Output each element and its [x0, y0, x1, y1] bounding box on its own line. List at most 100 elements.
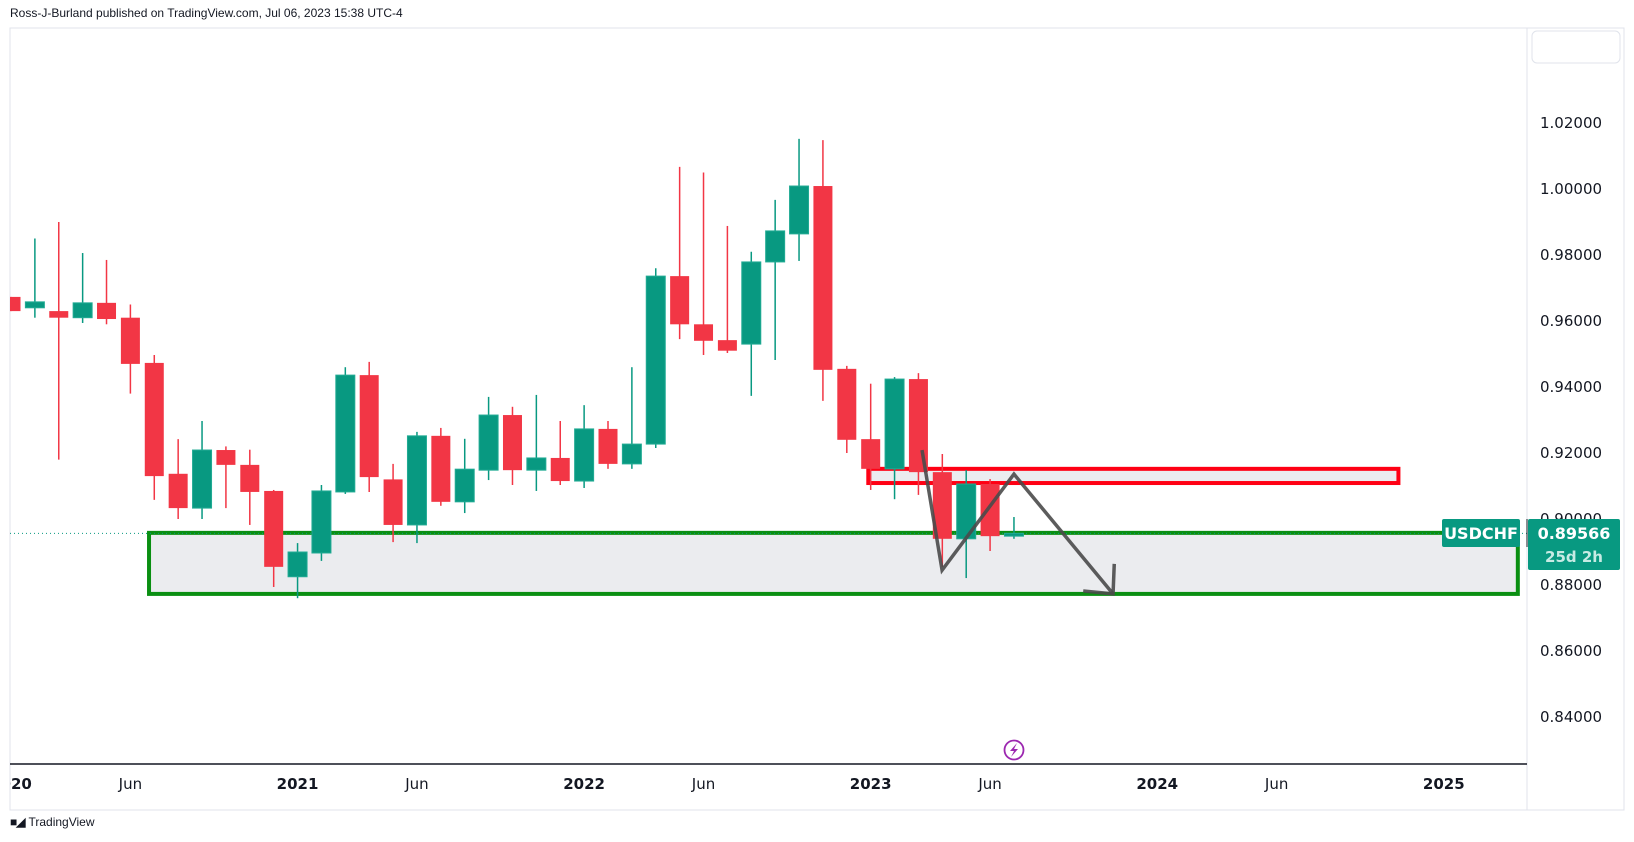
- candle[interactable]: [621, 367, 642, 469]
- resistance-zone-box[interactable]: [866, 466, 1401, 486]
- candle-body: [72, 302, 93, 319]
- time-tick-label: Jun: [691, 775, 715, 793]
- projection-path-line[interactable]: [920, 449, 1115, 596]
- candle[interactable]: [1003, 517, 1024, 539]
- candle-body: [550, 457, 570, 482]
- candle[interactable]: [192, 420, 213, 519]
- candle[interactable]: [120, 304, 140, 394]
- candle[interactable]: [670, 166, 690, 340]
- candle-body: [287, 551, 308, 578]
- candle[interactable]: [24, 238, 45, 318]
- time-tick-label: 2023: [850, 775, 892, 793]
- candle[interactable]: [311, 485, 332, 561]
- candle-body: [478, 414, 499, 471]
- candle-body: [264, 490, 284, 567]
- price-tick-label: 0.84000: [1540, 708, 1602, 726]
- candle[interactable]: [2, 296, 21, 312]
- candle-body: [216, 450, 236, 465]
- candle[interactable]: [765, 199, 786, 360]
- candle-body: [670, 276, 690, 325]
- drawings-layer[interactable]: [920, 449, 1117, 596]
- candle-body: [311, 490, 332, 554]
- candle-body: [621, 443, 642, 465]
- candle[interactable]: [861, 383, 881, 490]
- candle[interactable]: [359, 361, 379, 492]
- candle[interactable]: [550, 420, 570, 486]
- candle-body: [192, 449, 213, 509]
- price-tick-label: 0.96000: [1540, 312, 1602, 330]
- candle[interactable]: [598, 420, 618, 469]
- candle[interactable]: [287, 543, 308, 599]
- last-price-label: 0.89566: [1538, 524, 1611, 543]
- time-tick-label: 2024: [1136, 775, 1178, 793]
- candle[interactable]: [240, 449, 260, 525]
- candle[interactable]: [932, 453, 952, 567]
- candle-body: [694, 324, 714, 341]
- projection-arrowhead[interactable]: [1083, 563, 1117, 596]
- time-tick-label: Jun: [404, 775, 428, 793]
- time-tick-label: 2025: [1423, 775, 1465, 793]
- candle[interactable]: [574, 405, 595, 488]
- candle-body: [741, 261, 762, 345]
- candle[interactable]: [335, 367, 356, 494]
- candle[interactable]: [216, 446, 236, 509]
- candle-body: [97, 302, 117, 320]
- candle[interactable]: [837, 365, 857, 453]
- time-tick-label: Jun: [1264, 775, 1288, 793]
- chart-frame: [9, 27, 1625, 811]
- time-tick-label: Jun: [977, 775, 1001, 793]
- candle[interactable]: [264, 489, 284, 587]
- candle[interactable]: [813, 140, 833, 401]
- tradingview-logo-text: TradingView: [28, 815, 95, 829]
- candle-body: [168, 473, 188, 509]
- time-tick-label: 2022: [563, 775, 605, 793]
- candle-body: [645, 275, 666, 445]
- candle[interactable]: [645, 268, 666, 449]
- candle[interactable]: [478, 396, 499, 481]
- candle[interactable]: [431, 427, 451, 506]
- legend-box[interactable]: [1531, 30, 1621, 64]
- time-tick-label: 2021: [277, 775, 319, 793]
- candle-body: [383, 479, 403, 525]
- candle[interactable]: [908, 373, 928, 495]
- candle[interactable]: [144, 354, 164, 500]
- candle[interactable]: [454, 438, 475, 514]
- price-tick-label: 0.98000: [1540, 246, 1602, 264]
- candle-body: [49, 311, 69, 318]
- price-tag-bg: [1528, 519, 1620, 570]
- candle-body: [24, 301, 45, 309]
- candle[interactable]: [168, 439, 188, 519]
- candle[interactable]: [97, 259, 117, 325]
- candle[interactable]: [526, 394, 547, 491]
- candle-body: [454, 468, 475, 503]
- candle[interactable]: [383, 463, 403, 543]
- candle[interactable]: [406, 431, 427, 544]
- candle-body: [240, 464, 260, 492]
- candle[interactable]: [884, 377, 905, 500]
- candle[interactable]: [741, 251, 762, 396]
- event-lightning-icon[interactable]: [1003, 739, 1025, 761]
- candle-body: [932, 472, 952, 539]
- symbol-tag-bg: [1442, 519, 1520, 547]
- price-tick-label: 0.94000: [1540, 378, 1602, 396]
- candle[interactable]: [72, 253, 93, 323]
- support-zone-box[interactable]: [147, 530, 1520, 596]
- candle[interactable]: [694, 172, 714, 355]
- candle[interactable]: [717, 225, 737, 354]
- candle[interactable]: [502, 406, 522, 486]
- time-axis[interactable]: 2020 Jun 2021 Jun 2022 Jun 2023 Jun 2024 Jun 2025: [0, 775, 1465, 793]
- bar-countdown-label: 25d 2h: [1545, 548, 1603, 566]
- candle-body: [431, 435, 451, 502]
- candle-body: [884, 378, 905, 470]
- candle-body: [813, 186, 833, 370]
- price-axis[interactable]: 1.02000 1.00000 0.98000 0.96000 0.94000 0.920…: [1540, 114, 1602, 726]
- candle[interactable]: [49, 222, 69, 460]
- tradingview-logo[interactable]: ■◢ TradingView: [10, 815, 95, 829]
- price-tag: USDCHF 0.89566 25d 2h: [1442, 519, 1620, 570]
- candle-body: [717, 340, 737, 351]
- price-tick-label: 0.92000: [1540, 444, 1602, 462]
- candle-body: [574, 428, 595, 482]
- candle[interactable]: [789, 138, 810, 261]
- plot-area[interactable]: [2, 138, 1528, 599]
